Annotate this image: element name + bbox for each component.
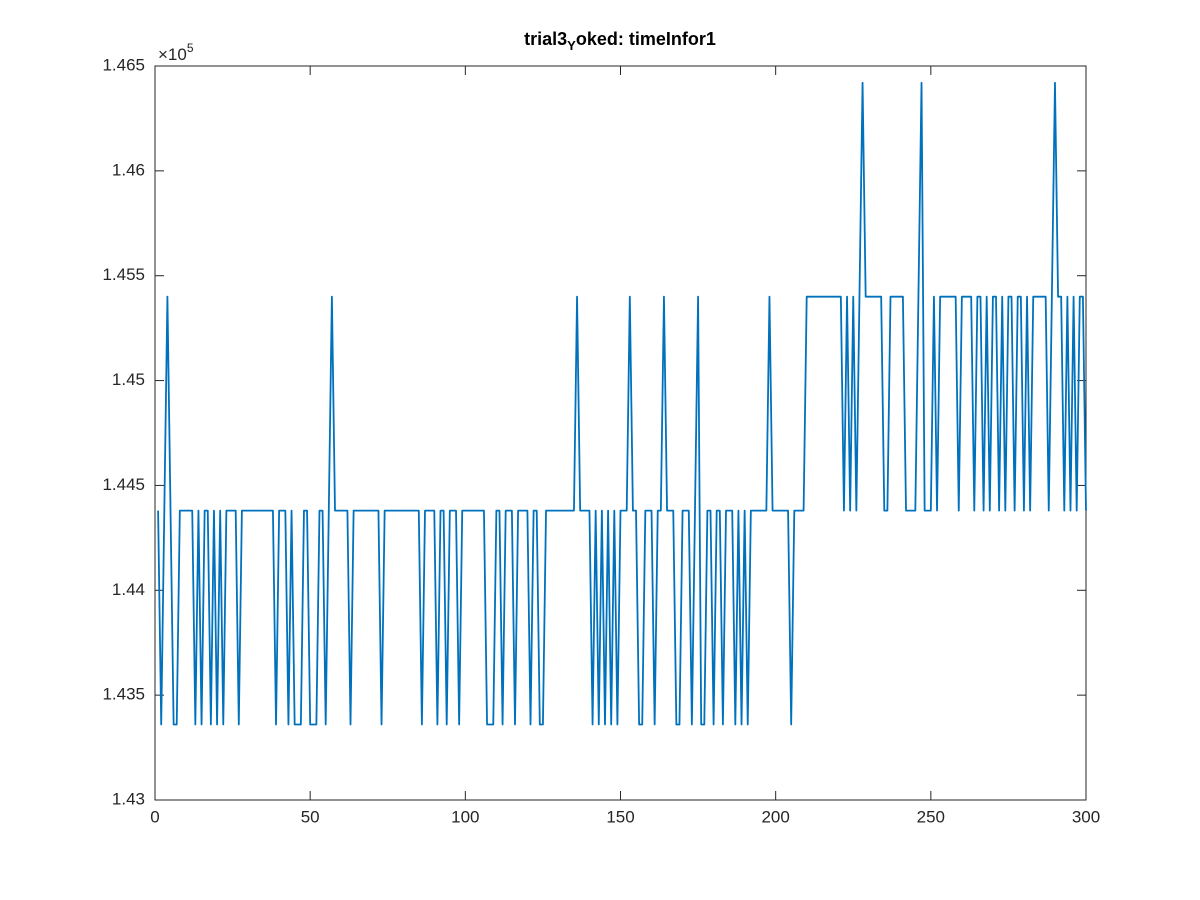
- x-tick-label: 250: [917, 807, 945, 826]
- x-tick-label: 150: [606, 807, 634, 826]
- chart-title: trial3Yoked: timeInfor1: [524, 29, 716, 54]
- title-part: trial3: [524, 29, 567, 49]
- title-subscript: Y: [567, 38, 576, 53]
- x-tick-label: 0: [150, 807, 159, 826]
- title-part: oked: timeInfor1: [576, 29, 716, 49]
- y-tick-label: 1.445: [102, 475, 145, 494]
- y-tick-label: 1.45: [112, 370, 145, 389]
- multiplier-exponent: 5: [187, 41, 194, 55]
- y-tick-label: 1.435: [102, 685, 145, 704]
- x-tick-label: 50: [301, 807, 320, 826]
- data-line: [157, 81, 1087, 726]
- y-tick-label: 1.465: [102, 55, 145, 74]
- x-tick-label: 100: [451, 807, 479, 826]
- y-tick-label: 1.46: [112, 160, 145, 179]
- y-multiplier: ×105: [158, 41, 194, 64]
- x-tick-label: 200: [761, 807, 789, 826]
- y-tick-label: 1.44: [112, 580, 145, 599]
- x-tick-label: 300: [1072, 807, 1100, 826]
- y-tick-label: 1.43: [112, 789, 145, 808]
- plot-frame: [154, 65, 1087, 801]
- y-tick-label: 1.455: [102, 265, 145, 284]
- multiplier-base: ×10: [158, 45, 187, 64]
